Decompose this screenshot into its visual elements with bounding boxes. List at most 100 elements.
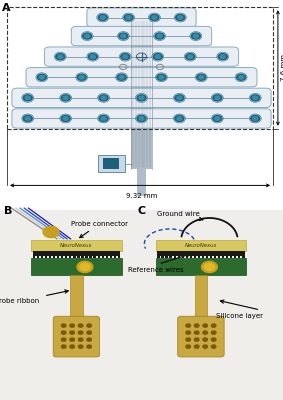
Bar bbox=[198, 256, 200, 258]
Circle shape bbox=[100, 16, 105, 19]
Circle shape bbox=[22, 114, 33, 122]
FancyBboxPatch shape bbox=[98, 154, 125, 172]
Circle shape bbox=[203, 331, 207, 334]
Bar bbox=[230, 256, 232, 258]
Circle shape bbox=[87, 331, 91, 334]
Circle shape bbox=[194, 345, 199, 348]
Circle shape bbox=[55, 53, 66, 61]
Circle shape bbox=[157, 34, 162, 38]
Bar bbox=[157, 256, 160, 258]
Circle shape bbox=[149, 14, 160, 22]
Circle shape bbox=[82, 32, 93, 40]
Text: NeuroNexus: NeuroNexus bbox=[185, 243, 217, 248]
Bar bbox=[226, 256, 228, 258]
Bar bbox=[85, 256, 88, 258]
Circle shape bbox=[178, 16, 183, 19]
Bar bbox=[137, 167, 146, 196]
Text: A: A bbox=[2, 3, 11, 13]
Bar bbox=[93, 256, 96, 258]
Text: Reference wires: Reference wires bbox=[128, 267, 183, 273]
Circle shape bbox=[212, 94, 223, 102]
Bar bbox=[210, 256, 212, 258]
Circle shape bbox=[85, 34, 90, 38]
FancyBboxPatch shape bbox=[12, 88, 271, 108]
Circle shape bbox=[188, 55, 193, 58]
Bar bbox=[194, 256, 196, 258]
Bar bbox=[81, 256, 83, 258]
Circle shape bbox=[80, 263, 90, 270]
Text: Probe connector: Probe connector bbox=[70, 221, 128, 238]
Circle shape bbox=[87, 345, 91, 348]
Bar bbox=[110, 256, 112, 258]
Circle shape bbox=[22, 94, 33, 102]
Circle shape bbox=[76, 73, 87, 81]
Circle shape bbox=[98, 94, 109, 102]
Circle shape bbox=[39, 75, 44, 79]
Bar bbox=[186, 256, 188, 258]
Bar bbox=[118, 256, 120, 258]
Circle shape bbox=[61, 345, 66, 348]
Circle shape bbox=[203, 338, 207, 341]
Circle shape bbox=[61, 338, 66, 341]
Circle shape bbox=[78, 324, 83, 327]
Circle shape bbox=[63, 96, 68, 100]
Bar bbox=[33, 251, 120, 256]
Circle shape bbox=[116, 73, 127, 81]
Circle shape bbox=[155, 55, 160, 58]
Bar bbox=[156, 258, 246, 274]
Circle shape bbox=[136, 114, 147, 122]
FancyBboxPatch shape bbox=[87, 8, 196, 27]
Circle shape bbox=[235, 73, 247, 81]
Bar bbox=[65, 256, 67, 258]
Circle shape bbox=[211, 331, 216, 334]
Circle shape bbox=[60, 94, 71, 102]
FancyBboxPatch shape bbox=[44, 47, 239, 66]
Circle shape bbox=[118, 32, 129, 40]
Circle shape bbox=[136, 94, 147, 102]
Circle shape bbox=[36, 73, 48, 81]
Circle shape bbox=[186, 324, 190, 327]
Bar bbox=[157, 251, 245, 256]
Circle shape bbox=[159, 75, 164, 79]
Bar bbox=[242, 256, 245, 258]
Circle shape bbox=[204, 263, 215, 270]
Circle shape bbox=[239, 75, 244, 79]
Circle shape bbox=[190, 32, 201, 40]
Circle shape bbox=[174, 94, 185, 102]
Circle shape bbox=[25, 116, 30, 120]
Bar bbox=[177, 256, 180, 258]
Circle shape bbox=[193, 34, 198, 38]
Circle shape bbox=[139, 96, 144, 100]
Circle shape bbox=[174, 114, 185, 122]
Circle shape bbox=[70, 345, 74, 348]
Circle shape bbox=[97, 14, 108, 22]
Circle shape bbox=[101, 116, 106, 120]
Text: 7.6 mm: 7.6 mm bbox=[281, 54, 283, 82]
Bar bbox=[166, 256, 168, 258]
Circle shape bbox=[123, 14, 134, 22]
Bar bbox=[41, 256, 43, 258]
Bar bbox=[69, 256, 72, 258]
Circle shape bbox=[77, 261, 93, 272]
Bar bbox=[98, 256, 100, 258]
Circle shape bbox=[220, 55, 225, 58]
Circle shape bbox=[201, 261, 217, 272]
Circle shape bbox=[119, 75, 124, 79]
Circle shape bbox=[185, 53, 196, 61]
Circle shape bbox=[87, 324, 91, 327]
Circle shape bbox=[90, 55, 95, 58]
Circle shape bbox=[78, 345, 83, 348]
Circle shape bbox=[250, 94, 261, 102]
Bar bbox=[214, 256, 216, 258]
Text: 9.32 mm: 9.32 mm bbox=[126, 193, 157, 199]
Bar bbox=[57, 256, 59, 258]
Text: Probe ribbon: Probe ribbon bbox=[0, 298, 40, 304]
Bar bbox=[53, 256, 55, 258]
Bar bbox=[70, 274, 83, 318]
Bar bbox=[73, 256, 76, 258]
Circle shape bbox=[78, 338, 83, 341]
Text: Silicone layer: Silicone layer bbox=[216, 313, 263, 319]
Bar bbox=[182, 256, 184, 258]
Text: B: B bbox=[4, 206, 13, 216]
Bar bbox=[218, 256, 220, 258]
